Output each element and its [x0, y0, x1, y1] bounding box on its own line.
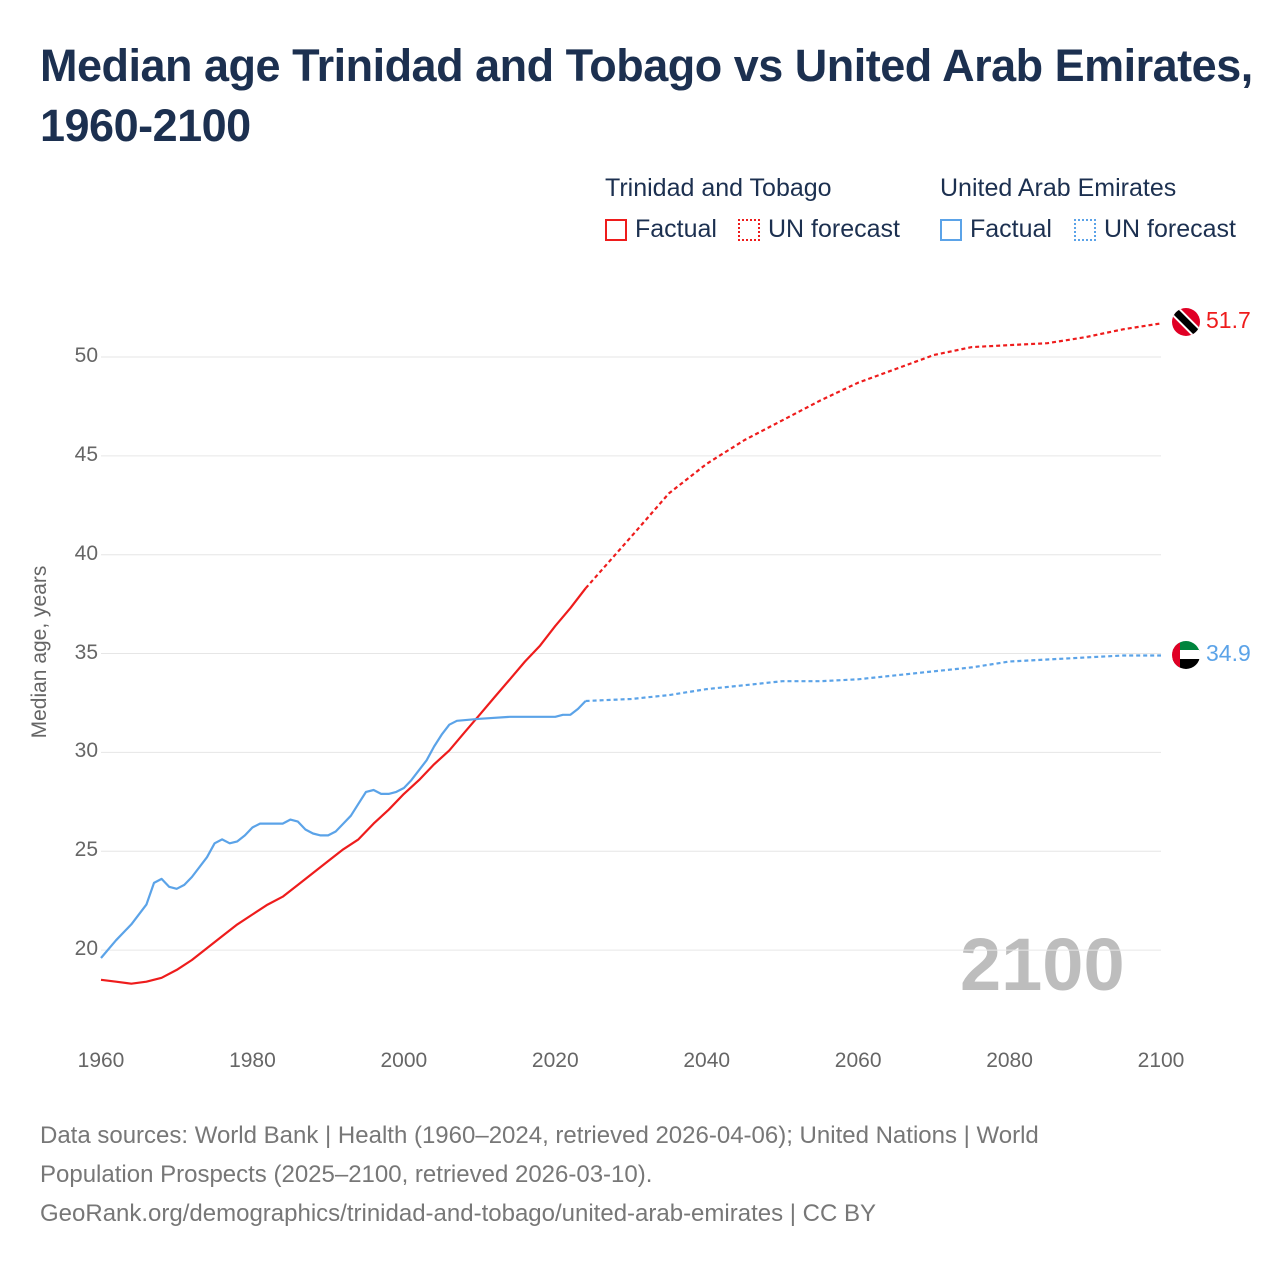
trinidad-tobago-forecast-line [584, 322, 1162, 590]
legend-group-uae: United Arab Emirates [940, 174, 1177, 202]
y-tick-label: 30 [74, 739, 98, 763]
trinidad-tobago-factual-line [100, 587, 587, 985]
legend-label: UN forecast [768, 215, 900, 243]
y-tick-label: 50 [74, 344, 98, 367]
chart-title: Median age Trinidad and Tobago vs United… [40, 40, 1253, 151]
x-tick-label: 2100 [1137, 1049, 1185, 1072]
x-tick-label: 1960 [77, 1049, 125, 1072]
x-tick-label: 1980 [229, 1049, 276, 1072]
x-tick-label: 2080 [986, 1049, 1033, 1072]
legend-group-tt: Trinidad and Tobago [605, 174, 832, 202]
x-tick-label: 2060 [834, 1049, 882, 1072]
y-tick-label: 35 [74, 640, 98, 664]
legend-swatch-solid [940, 218, 962, 241]
legend-uae-factual[interactable]: Factual [940, 215, 1052, 244]
x-tick-label: 2020 [531, 1049, 579, 1072]
legend-uae-forecast[interactable]: UN forecast [1074, 215, 1236, 244]
legend-label: Factual [970, 215, 1052, 243]
x-tick-label: 2000 [380, 1049, 428, 1072]
current-year-watermark: 2100 [960, 923, 1125, 1006]
y-tick-label: 45 [74, 442, 98, 466]
end-label-tt: 51.7 [1206, 307, 1251, 333]
footer-sources-cont: Population Prospects (2025–2100, retriev… [40, 1161, 653, 1188]
legend-swatch-dotted [738, 218, 760, 241]
legend-tt-factual[interactable]: Factual [605, 215, 717, 244]
legend-label: UN forecast [1104, 215, 1236, 243]
y-tick-label: 20 [74, 937, 98, 961]
y-tick-label: 40 [74, 541, 98, 565]
legend-swatch-solid [605, 218, 627, 241]
footer-sources: Data sources: World Bank | Health (1960–… [40, 1122, 1039, 1149]
x-tick-label: 2040 [683, 1049, 731, 1072]
y-tick-label: 25 [74, 838, 98, 862]
legend-label: Factual [635, 215, 717, 243]
end-label-uae: 34.9 [1206, 640, 1251, 666]
trinidad-tobago-flag-icon [1172, 308, 1200, 336]
footer: Data sources: World Bank | Health (1960–… [40, 1116, 1240, 1233]
legend-tt-forecast[interactable]: UN forecast [738, 215, 900, 244]
footer-attribution[interactable]: GeoRank.org/demographics/trinidad-and-to… [40, 1200, 877, 1227]
uae-flag-icon [1172, 641, 1200, 669]
uae-forecast-line [585, 654, 1161, 703]
uae-factual-line [100, 700, 587, 959]
legend-swatch-dotted [1074, 218, 1096, 241]
